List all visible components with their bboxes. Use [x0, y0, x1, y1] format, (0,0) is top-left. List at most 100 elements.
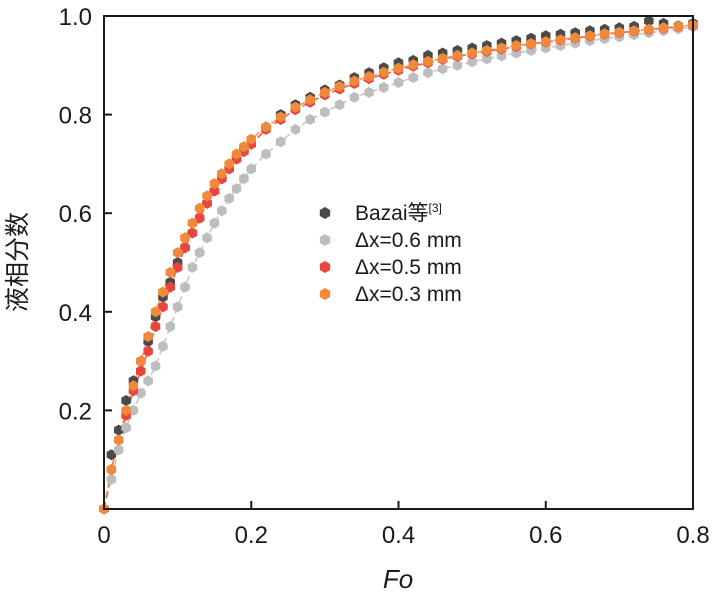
- data-point: [172, 261, 183, 273]
- data-point: [526, 38, 536, 50]
- data-point: [452, 49, 463, 61]
- legend-marker: [319, 207, 331, 219]
- data-point: [172, 301, 183, 313]
- data-point: [202, 197, 212, 209]
- data-point: [629, 25, 639, 37]
- data-point: [172, 247, 183, 259]
- data-point: [158, 301, 168, 313]
- data-point: [467, 47, 477, 59]
- data-point: [541, 36, 551, 48]
- data-point: [423, 55, 433, 67]
- data-point: [106, 449, 117, 461]
- data-point: [231, 183, 242, 195]
- x-tick-label: 0: [97, 522, 110, 549]
- data-point: [334, 81, 345, 92]
- data-point: [614, 26, 625, 38]
- legend-marker: [319, 261, 331, 273]
- x-tick-label: 0.8: [676, 522, 709, 549]
- data-point: [114, 444, 124, 456]
- data-point: [165, 266, 175, 278]
- legend-label: Bazai等[3]: [355, 201, 442, 225]
- data-point: [136, 355, 146, 367]
- data-point: [202, 232, 212, 244]
- x-tick-label: 0.4: [382, 522, 415, 549]
- data-point: [393, 77, 404, 89]
- data-point: [570, 32, 580, 44]
- data-point: [585, 30, 595, 42]
- data-point: [305, 94, 315, 106]
- data-point: [128, 380, 139, 392]
- y-axis-title: 液相分数: [3, 212, 32, 312]
- data-point: [158, 340, 168, 352]
- data-point: [599, 28, 610, 40]
- data-point: [209, 217, 220, 229]
- data-point: [644, 15, 654, 27]
- data-point: [231, 148, 242, 160]
- data-point: [555, 34, 566, 46]
- data-point: [165, 281, 175, 293]
- axis-ticks: 0 0.2 0.4 0.6 0.8 0.2 0.4 0.6 0.8 1.0: [59, 4, 710, 549]
- data-point: [658, 22, 669, 34]
- data-point: [482, 53, 492, 65]
- data-point: [202, 190, 212, 202]
- data-point: [239, 173, 249, 185]
- series-points: [99, 15, 698, 515]
- data-point: [452, 59, 463, 71]
- data-point: [224, 192, 234, 204]
- data-point: [275, 136, 286, 148]
- data-point: [673, 20, 683, 32]
- legend-marker: [319, 288, 331, 300]
- data-point: [194, 247, 205, 259]
- data-point: [165, 321, 175, 333]
- legend: Bazai等[3] Δx=0.6 mm Δx=0.5 mm Δx=0.3 mm: [319, 201, 462, 306]
- data-point: [467, 56, 477, 68]
- data-point: [349, 91, 360, 103]
- x-tick-label: 0.6: [529, 522, 562, 549]
- legend-label: Δx=0.5 mm: [355, 256, 462, 279]
- y-tick-label: 1.0: [59, 4, 92, 31]
- data-point: [320, 86, 330, 98]
- data-point: [261, 148, 271, 160]
- y-tick-label: 0.4: [59, 300, 92, 327]
- data-point: [106, 464, 117, 476]
- data-point: [194, 212, 205, 224]
- data-point: [114, 434, 124, 446]
- x-axis-title: Fo: [383, 564, 413, 594]
- data-point: [261, 121, 271, 133]
- data-point: [305, 114, 315, 125]
- data-point: [408, 72, 418, 84]
- data-point: [644, 23, 654, 35]
- data-point: [143, 331, 153, 342]
- data-point: [482, 45, 492, 56]
- data-point: [187, 227, 198, 239]
- data-point: [379, 82, 389, 93]
- data-point: [437, 63, 448, 75]
- data-point: [150, 321, 161, 333]
- data-point: [136, 365, 146, 377]
- data-point: [106, 473, 117, 485]
- data-point: [496, 42, 507, 54]
- data-point: [320, 106, 330, 118]
- data-point: [187, 217, 198, 229]
- data-point: [158, 286, 168, 298]
- data-point: [437, 52, 448, 64]
- data-point: [128, 404, 139, 416]
- data-point: [180, 242, 190, 254]
- data-point: [246, 133, 256, 145]
- data-point: [209, 185, 220, 197]
- y-tick-label: 0.8: [59, 103, 92, 130]
- data-point: [136, 387, 146, 399]
- data-point: [217, 205, 227, 217]
- data-point: [334, 99, 345, 111]
- legend-marker: [319, 234, 331, 246]
- data-point: [239, 141, 249, 153]
- data-point: [121, 422, 131, 434]
- y-tick-label: 0.6: [59, 201, 92, 228]
- data-point: [180, 232, 190, 244]
- data-point: [364, 71, 374, 83]
- data-point: [121, 395, 131, 406]
- data-point: [349, 75, 360, 87]
- legend-label: Δx=0.3 mm: [355, 283, 462, 306]
